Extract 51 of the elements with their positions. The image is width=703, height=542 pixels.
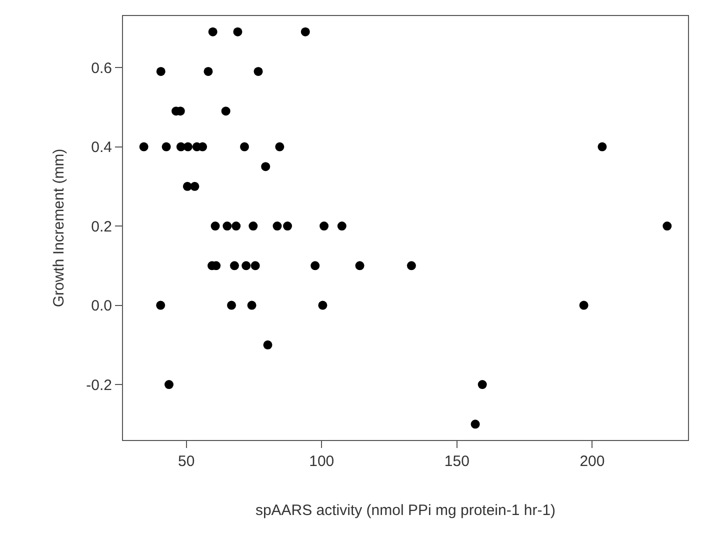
y-tick-label: 0.6 [91,60,112,77]
x-tick-label: 150 [444,453,470,470]
point [182,182,192,191]
point [598,142,607,152]
point [204,66,213,76]
point [240,142,249,152]
point [478,380,487,390]
point [254,66,263,76]
point [164,380,174,390]
x-tick-label: 200 [580,453,605,470]
y-tick-label: 0.4 [91,139,112,156]
point [183,142,192,152]
point [247,300,256,310]
point [230,261,239,270]
y-tick-label: 0.2 [91,218,112,236]
point [470,420,480,429]
point [222,222,232,231]
point [242,261,251,270]
point [275,142,284,152]
point [355,261,364,270]
point [248,222,258,231]
point [190,182,200,191]
point [272,222,282,231]
point [300,27,310,36]
point [406,261,416,270]
x-axis-title: spAARS activity (nmol PPi mg protein-1 hr-1) [255,502,556,519]
point [233,27,242,36]
point [318,300,328,310]
x-tick-label: 50 [178,453,195,470]
x-tick-label: 100 [309,453,334,470]
point [320,222,329,231]
y-axis-title: Growth Increment (mm) [50,148,68,308]
y-tick-label: 0.0 [91,298,112,315]
point [263,340,272,350]
point [283,222,292,231]
point [579,300,588,310]
point [208,27,218,36]
point [232,222,241,231]
point [310,261,320,270]
point [156,66,166,76]
point [227,300,236,310]
point [662,222,672,231]
point [337,222,346,231]
point [210,222,220,231]
point [221,106,230,116]
point [250,261,260,270]
point [156,300,166,310]
point [261,162,270,172]
y-tick-label: -0.2 [86,376,112,394]
point [162,142,171,152]
point [139,142,148,152]
